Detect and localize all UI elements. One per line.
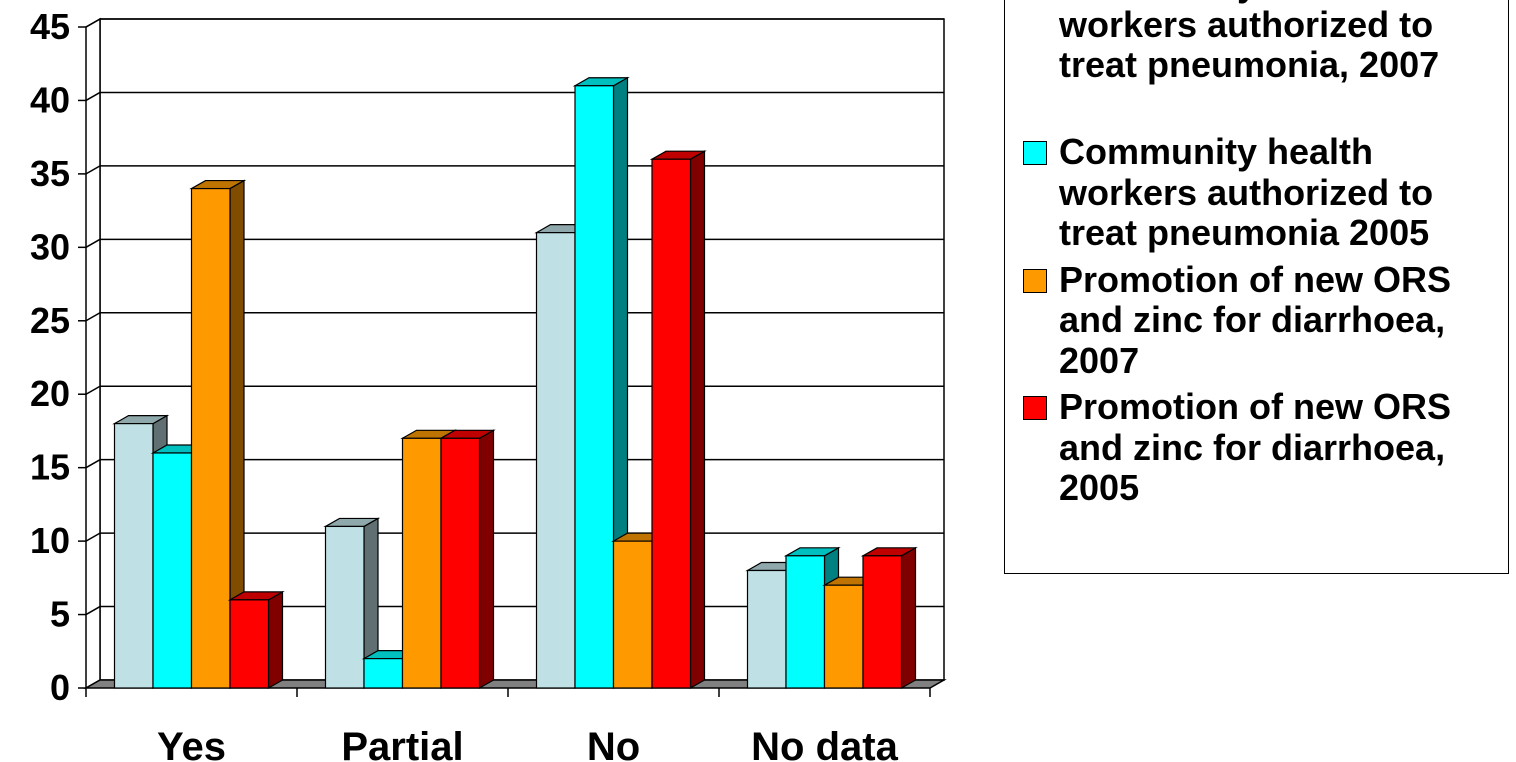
bars (112, 76, 918, 690)
y-tick-label: 15 (30, 447, 70, 488)
legend: Community health workers authorized to t… (1004, 0, 1509, 574)
bar-front (651, 158, 692, 689)
gridline-side (85, 238, 101, 248)
gridline-side (85, 312, 101, 322)
bar-front (746, 569, 787, 689)
legend-label: Community health workers authorized to t… (1059, 131, 1434, 253)
gridline-side (85, 165, 101, 175)
y-tick-label: 30 (30, 226, 70, 267)
bar (438, 429, 496, 690)
y-tick-label: 20 (30, 373, 70, 414)
y-tick-label: 0 (50, 667, 70, 708)
bar-side (900, 546, 917, 690)
bar-front (785, 555, 826, 689)
legend-swatch (1023, 141, 1047, 165)
gridline-side (85, 605, 101, 616)
bar-front (823, 584, 864, 689)
legend-swatch (1023, 268, 1047, 293)
legend-label: Promotion of new ORS and zinc for diarrh… (1059, 258, 1451, 381)
x-tick-label: No data (751, 725, 898, 762)
y-tick-label: 5 (50, 594, 70, 635)
bar-front (440, 437, 481, 689)
bar (860, 546, 918, 690)
bar-front (862, 555, 903, 689)
bar (649, 150, 707, 690)
bar-side (478, 429, 495, 690)
bar (189, 179, 247, 690)
side-wall (85, 17, 101, 690)
x-tick-label: Partial (341, 725, 463, 762)
bar-front (190, 187, 231, 689)
x-tick-label: Yes (157, 725, 226, 762)
bar-front (324, 525, 365, 689)
y-tick-label: 25 (30, 300, 70, 341)
x-tick-labels: Yes Partial No No data (157, 725, 899, 762)
y-tick-label: 45 (30, 6, 70, 47)
legend-label: Community health workers authorized to t… (1059, 0, 1440, 85)
x-tick-label: No (587, 725, 640, 762)
bar (227, 590, 285, 690)
bar-side (689, 150, 706, 690)
legend-swatch (1023, 396, 1047, 420)
gridline-side (85, 459, 101, 469)
y-tick-label: 10 (30, 520, 70, 561)
gridline-side (85, 18, 101, 28)
gridline-side (85, 385, 101, 395)
gridline-side (85, 91, 101, 102)
bar-front (535, 232, 576, 689)
gridline-side (85, 532, 101, 542)
bar (323, 517, 381, 690)
bar-front (401, 437, 442, 689)
bar-front (152, 452, 193, 689)
y-tick-label: 35 (30, 153, 70, 194)
bar-side (267, 590, 284, 690)
chart: 0 5 10 15 20 25 30 35 40 45 Yes Partial No No data (30, 6, 947, 762)
axes (78, 26, 931, 697)
bar-front (574, 85, 615, 689)
bar-front (229, 599, 270, 689)
y-tick-labels: 0 5 10 15 20 25 30 35 40 45 (30, 6, 70, 708)
bar-front (113, 423, 154, 689)
y-tick-label: 40 (30, 79, 70, 120)
bar-front (363, 658, 404, 689)
legend-label: Promotion of new ORS and zinc for diarrh… (1059, 386, 1451, 508)
bar-front (612, 540, 653, 689)
